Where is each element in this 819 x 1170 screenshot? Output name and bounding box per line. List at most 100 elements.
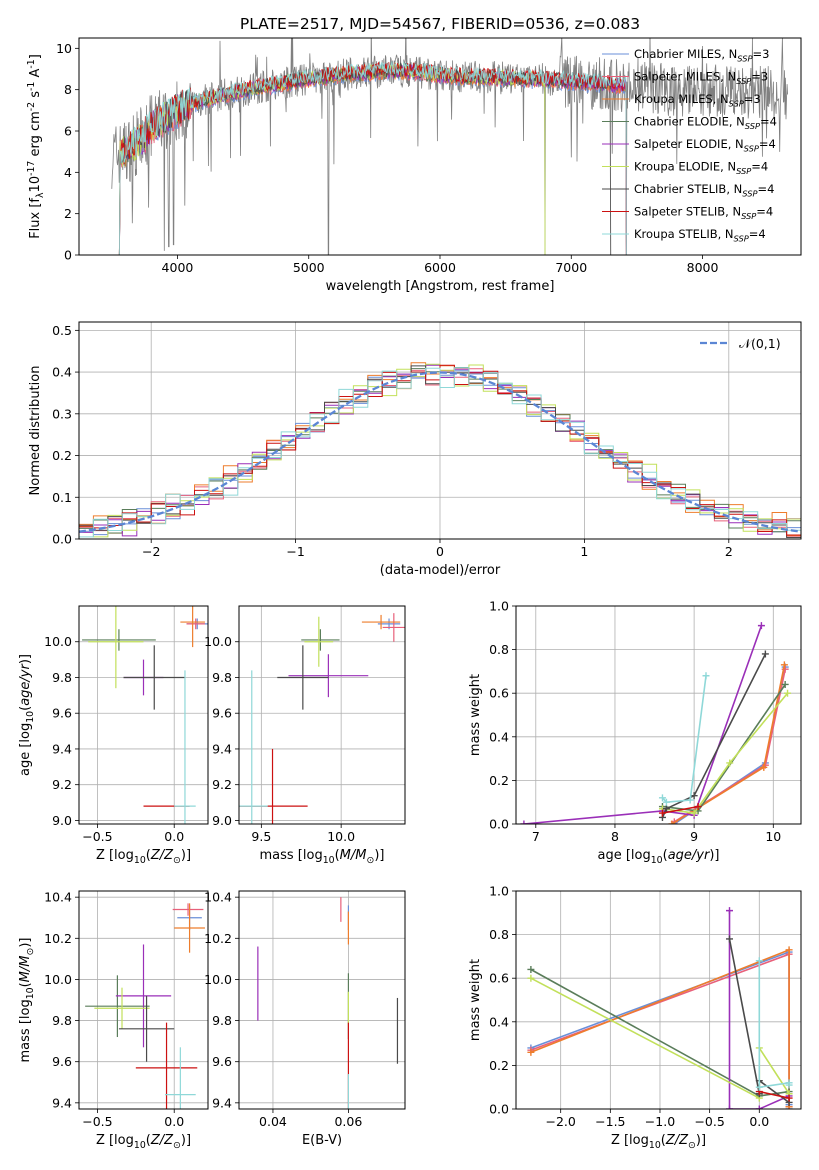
- label-part: (data-model)/error: [380, 563, 501, 578]
- series-marker: [785, 1081, 793, 1089]
- label-part: 10: [323, 855, 335, 866]
- tick-label-x: −2: [142, 544, 160, 559]
- label-part: =3: [744, 92, 761, 106]
- spectrum-model-kroupa-elodie: [117, 61, 546, 255]
- label-part: 10: [134, 1140, 146, 1151]
- series-marker: [755, 957, 763, 965]
- label-part: -1: [26, 82, 37, 91]
- tick-label-y: 9.6: [212, 1054, 232, 1069]
- series-marker: [527, 974, 535, 982]
- label-part: SSP: [729, 98, 744, 108]
- label-part: 𝒩(0,1): [739, 336, 781, 351]
- label-part: (: [661, 1133, 666, 1148]
- residual-hist-kroupa-stelib: [79, 367, 801, 538]
- label-part: 10: [649, 1140, 661, 1151]
- tick-label-y: 2: [64, 206, 72, 221]
- axis-label-x: (data-model)/error: [380, 563, 501, 578]
- label-part: age [log: [18, 723, 33, 776]
- label-part: (: [335, 848, 340, 863]
- label-part: erg cm: [28, 111, 43, 160]
- label-part: =4: [749, 227, 766, 241]
- tick-label-x: 1: [580, 544, 588, 559]
- axes-frame: [78, 890, 209, 1110]
- panel-residuals: −2 −1 0 1 2 0.0 0.1 0.2 0.3 0.4 0.5 (data-model)/er…: [28, 321, 802, 578]
- axis-label-y: mass [log10​(M/M⊙​)]: [18, 938, 36, 1063]
- tick-label-x: 0.06: [334, 1114, 362, 1129]
- panel-mass_vs_ebv: 0.04 0.06 9.4 9.6 9.8 10.0 10.2 10.4 E(B-V): [204, 890, 406, 1148]
- tick-label-y: 9.0: [52, 813, 72, 828]
- label-part: Kroupa ELODIE, N: [634, 160, 736, 174]
- tick-label-y: 10.0: [204, 634, 232, 649]
- tick-label-y: 0.0: [52, 532, 72, 547]
- tick-label-y: 0.4: [489, 729, 509, 744]
- tick-label-x: 8000: [687, 260, 719, 275]
- tick-label-y: 0.2: [489, 1058, 509, 1073]
- tick-label-y: 0.2: [489, 773, 509, 788]
- label-part: SSP: [737, 53, 752, 63]
- tick-label-y: 10.4: [44, 890, 72, 905]
- tick-label-x: 0.0: [749, 1114, 769, 1129]
- tick-label-x: 10.0: [327, 829, 355, 844]
- legend-label: Salpeter ELODIE, NSSP​=4: [634, 137, 776, 153]
- series-line-salpeter-stelib: [662, 805, 699, 814]
- tick-label-x: −0.5: [82, 829, 112, 844]
- tick-label-y: 10.0: [44, 972, 72, 987]
- label-part: λ: [35, 192, 46, 198]
- label-part: Z [log: [611, 1133, 649, 1148]
- label-part: (: [146, 1133, 151, 1148]
- tick-label-y: 10.2: [204, 931, 232, 946]
- tick-label-x: −2.0: [546, 1114, 576, 1129]
- series-marker: [658, 809, 666, 817]
- label-part: =4: [760, 115, 777, 129]
- tick-label-x: 0.04: [259, 1114, 287, 1129]
- plot-area: [111, 38, 788, 255]
- label-part: E(B-V): [302, 1133, 342, 1148]
- panel-mass_vs_Z: −0.5 0.0 9.4 9.6 9.8 10.0 10.2 10.4 Z [log10​(Z/…: [18, 890, 209, 1151]
- tick-label-y: 4: [64, 165, 72, 180]
- series-marker: [686, 796, 694, 804]
- series-line-salpeter-stelib: [759, 1090, 790, 1099]
- tick-label-y: 9.6: [52, 1054, 72, 1069]
- series-marker: [726, 935, 734, 943]
- tick-label-y: 0.2: [52, 448, 72, 463]
- series-marker: [520, 820, 528, 824]
- label-part: SSP: [744, 143, 759, 153]
- tick-label-y: 6: [64, 124, 72, 139]
- tick-label-x: −1.0: [645, 1114, 675, 1129]
- label-part: ⊙: [173, 855, 181, 866]
- tick-label-y: 9.6: [212, 706, 232, 721]
- series-marker: [668, 820, 676, 824]
- tick-label-x: 4000: [162, 260, 194, 275]
- axis-label-y: mass weight: [468, 959, 483, 1041]
- legend-label: Chabrier STELIB, NSSP​=4: [634, 182, 774, 198]
- plot-area: [82, 606, 208, 824]
- tick-label-y: 0.6: [489, 686, 509, 701]
- series-marker: [662, 798, 670, 806]
- series-marker: [780, 661, 788, 669]
- label-part: )]: [709, 848, 719, 863]
- label-part: SSP: [736, 76, 751, 86]
- label-part: 10: [25, 711, 36, 723]
- label-part: 10: [651, 855, 663, 866]
- tick-label-x: 7000: [555, 260, 587, 275]
- legend-label: Chabrier ELODIE, NSSP​=4: [634, 115, 777, 131]
- label-part: (: [146, 848, 151, 863]
- label-part: A: [28, 69, 43, 82]
- series-marker: [760, 763, 768, 771]
- label-part: 10: [134, 855, 146, 866]
- plot-area: [257, 897, 399, 1109]
- plot-area: [239, 613, 405, 824]
- panel-weight_vs_Z: −2.0 −1.5 −1.0 −0.5 0.0 0.0 0.2 0.4 0.6 0.8 1.0 Z […: [468, 884, 802, 1151]
- tick-label-x: 9.5: [251, 829, 271, 844]
- tick-label-y: 0.1: [52, 490, 72, 505]
- label-part: Z/Z: [150, 848, 174, 863]
- tick-label-x: −0.5: [82, 1114, 112, 1129]
- series-marker: [662, 805, 670, 813]
- label-part: =3: [751, 70, 768, 84]
- series-marker: [726, 759, 734, 767]
- legend-label: 𝒩(0,1): [739, 336, 781, 351]
- label-part: SSP: [742, 188, 757, 198]
- legend: 𝒩(0,1): [700, 336, 781, 351]
- series-marker: [690, 809, 698, 817]
